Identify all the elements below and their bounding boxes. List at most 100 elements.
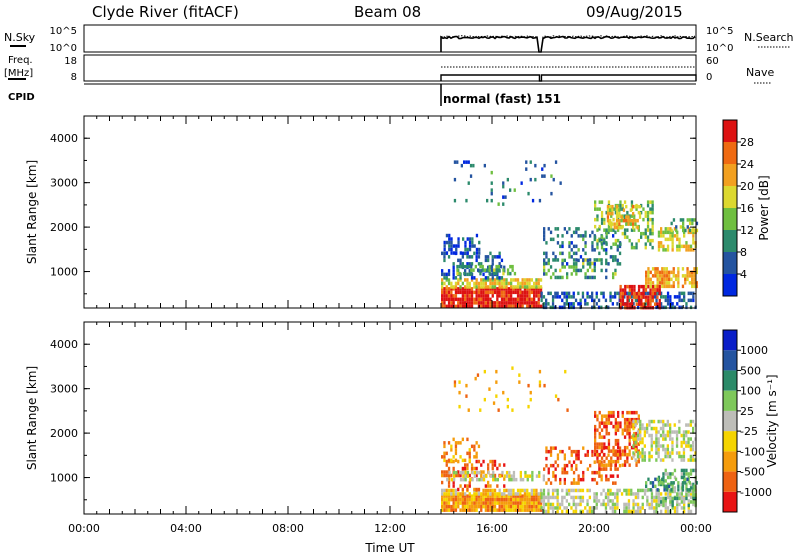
- scatter-cell: [612, 217, 615, 222]
- scatter-cell: [646, 499, 649, 503]
- scatter-cell: [678, 502, 681, 507]
- scatter-cell: [574, 488, 578, 493]
- scatter-cell: [682, 225, 685, 229]
- scatter-cell: [518, 380, 521, 384]
- scatter-cell: [468, 480, 471, 485]
- scatter-cell: [498, 255, 501, 259]
- scatter-cell: [533, 508, 536, 512]
- scatter-cell: [677, 277, 680, 282]
- scatter-cell: [678, 492, 681, 496]
- scatter-cell: [682, 433, 686, 438]
- scatter-cell: [466, 285, 469, 289]
- scatter-cell: [603, 459, 606, 464]
- scatter-cell: [577, 502, 580, 507]
- scatter-cell: [575, 265, 578, 269]
- scatter-cell: [614, 492, 617, 496]
- scatter-cell: [612, 242, 615, 246]
- scatter-cell: [510, 304, 513, 309]
- scatter-cell: [639, 451, 642, 455]
- scatter-cell: [646, 224, 650, 229]
- scatter-cell: [464, 463, 467, 467]
- scatter-cell: [605, 421, 608, 425]
- scatter-cell: [556, 295, 559, 299]
- scatter-cell: [521, 290, 524, 295]
- scatter-cell: [683, 472, 686, 476]
- scatter-cell: [677, 488, 680, 492]
- scatter-cell: [528, 297, 531, 302]
- scatter-cell: [643, 430, 646, 434]
- scatter-cell: [543, 467, 546, 471]
- scatter-cell: [607, 438, 611, 443]
- scatter-cell: [496, 501, 499, 505]
- scatter-cell: [618, 244, 622, 249]
- scatter-cell: [687, 298, 690, 303]
- scatter-cell: [521, 504, 524, 509]
- scatter-cell: [666, 488, 670, 493]
- scatter-cell: [491, 278, 494, 282]
- scatter-cell: [600, 502, 603, 507]
- scatter-cell: [443, 272, 446, 277]
- scatter-cell: [466, 437, 469, 442]
- scatter-cell: [644, 288, 648, 292]
- scatter-cell: [640, 284, 643, 289]
- scatter-cell: [586, 453, 589, 457]
- scatter-cell: [691, 277, 694, 282]
- scatter-cell: [488, 264, 491, 269]
- scatter-cell: [640, 235, 643, 239]
- scatter-cell: [507, 504, 510, 509]
- scatter-cell: [558, 506, 562, 510]
- scatter-cell: [625, 506, 628, 510]
- scatter-cell: [500, 497, 504, 502]
- scatter-cell: [673, 430, 676, 434]
- scatter-cell: [619, 452, 622, 457]
- scatter-cell: [607, 431, 611, 436]
- scatter-cell: [600, 467, 603, 471]
- scatter-cell: [495, 380, 498, 384]
- scatter-cell: [443, 294, 446, 298]
- scatter-cell: [661, 267, 664, 271]
- scatter-cell: [482, 488, 485, 493]
- scatter-cell: [646, 235, 650, 239]
- velocity-colorbar-frame: [722, 329, 738, 513]
- scatter-cell: [549, 265, 553, 269]
- scatter-cell: [605, 428, 608, 432]
- scatter-cell: [572, 495, 575, 500]
- scatter-cell: [630, 203, 634, 208]
- scatter-cell: [589, 258, 592, 262]
- scatter-cell: [516, 278, 520, 282]
- scatter-cell: [664, 454, 667, 459]
- scatter-cell: [672, 281, 675, 285]
- colorbar-swatch: [723, 274, 737, 296]
- scatter-cell: [531, 198, 535, 203]
- scatter-cell: [671, 500, 674, 504]
- nsearch-tick-low: 10^0: [706, 43, 733, 54]
- scatter-cell: [443, 290, 446, 295]
- scatter-cell: [445, 470, 448, 474]
- scatter-cell: [607, 221, 611, 225]
- scatter-cell: [466, 501, 469, 505]
- scatter-cell: [445, 501, 448, 505]
- x-tick-label: 16:00: [476, 522, 508, 535]
- scatter-cell: [598, 207, 601, 211]
- scatter-cell: [459, 497, 462, 502]
- scatter-cell: [563, 495, 566, 500]
- scatter-cell: [687, 479, 690, 483]
- scatter-cell: [617, 445, 620, 450]
- scatter-cell: [530, 290, 533, 295]
- scatter-cell: [602, 488, 605, 493]
- scatter-cell: [445, 451, 448, 456]
- scatter-cell: [489, 297, 492, 302]
- scatter-cell: [692, 502, 695, 507]
- scatter-cell: [666, 475, 670, 480]
- scatter-cell: [448, 237, 451, 241]
- scatter-cell: [516, 508, 520, 512]
- scatter-cell: [683, 295, 686, 299]
- scatter-cell: [464, 492, 467, 496]
- scatter-cell: [477, 255, 481, 259]
- scatter-cell: [514, 278, 517, 282]
- scatter-cell: [628, 424, 631, 429]
- scatter-cell: [508, 474, 511, 478]
- scatter-cell: [666, 506, 670, 510]
- scatter-cell: [664, 447, 667, 452]
- scatter-cell: [596, 214, 599, 218]
